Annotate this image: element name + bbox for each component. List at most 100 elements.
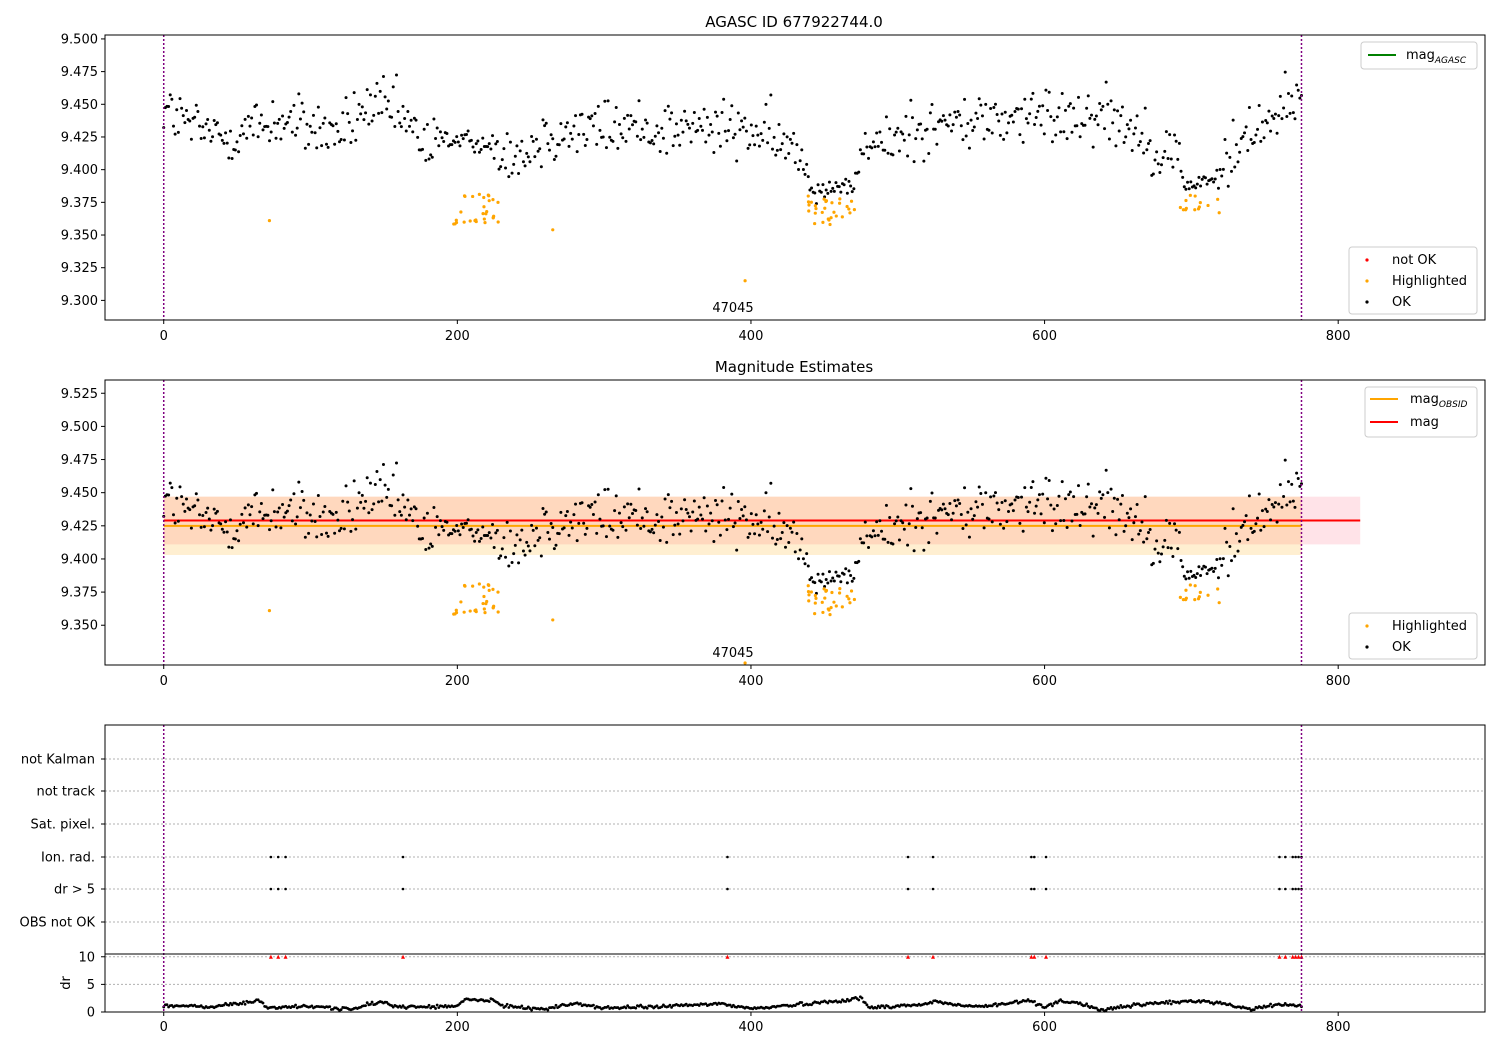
ok-point [603, 99, 607, 103]
ok-point [691, 510, 695, 514]
highlighted-point [496, 590, 500, 594]
ok-point [378, 478, 382, 482]
ok-point [582, 521, 586, 525]
ok-point [1179, 169, 1183, 173]
ok-point [1122, 529, 1126, 533]
ok-point [1101, 104, 1105, 108]
dr-point [520, 1004, 524, 1008]
ok-point [1031, 480, 1035, 484]
ok-point [990, 520, 994, 524]
ok-point [583, 532, 587, 536]
ok-point [570, 137, 574, 141]
ok-point [603, 488, 607, 492]
ok-point [1103, 127, 1107, 131]
highlighted-point [813, 601, 817, 605]
ok-point [292, 492, 296, 496]
ok-point [772, 135, 776, 139]
ok-point [1112, 108, 1116, 112]
ok-point [1067, 493, 1071, 497]
ok-point [526, 155, 530, 159]
ok-point [1060, 480, 1064, 484]
ok-point [1005, 520, 1009, 524]
highlighted-point [834, 604, 838, 608]
ok-point [831, 186, 835, 190]
ok-point [787, 151, 791, 155]
dr-point [1085, 1002, 1089, 1006]
ok-point [626, 113, 630, 117]
flag-point [726, 855, 729, 859]
x-tick-label: 200 [445, 1020, 470, 1035]
ok-point [849, 184, 853, 188]
highlighted-point [471, 194, 475, 199]
ok-point [1047, 478, 1051, 482]
ok-point [341, 111, 345, 115]
ok-point [1034, 504, 1038, 508]
ok-point [871, 140, 875, 144]
ok-point [1132, 521, 1136, 525]
ok-point [240, 512, 244, 516]
ok-point [1160, 552, 1164, 556]
ok-point [954, 115, 958, 119]
ok-point [1130, 149, 1134, 153]
ok-point [269, 519, 273, 523]
ok-point [933, 516, 937, 520]
ok-point [206, 506, 210, 510]
flag-point [1284, 887, 1287, 891]
ok-point [1192, 184, 1196, 188]
ok-point [834, 181, 838, 185]
ok-point [525, 540, 529, 544]
ok-point [1132, 132, 1136, 136]
ok-point [1057, 494, 1061, 498]
ok-point [1262, 525, 1266, 529]
ok-point [362, 506, 366, 510]
ok-point [899, 130, 903, 134]
ok-point [1296, 88, 1300, 92]
ok-point [919, 511, 923, 515]
ok-point [824, 578, 828, 582]
panel-1-frame [104, 34, 1486, 321]
ok-point [1226, 574, 1230, 578]
ok-point [349, 141, 353, 145]
ok-point [1239, 137, 1243, 141]
ok-point [622, 116, 626, 120]
ok-point [298, 117, 302, 121]
ok-point [406, 498, 410, 502]
ok-point [878, 519, 882, 523]
highlighted-point [481, 601, 485, 606]
ok-point [738, 128, 742, 132]
ok-point [1280, 117, 1284, 121]
ok-point [1275, 520, 1279, 524]
ok-point [1177, 530, 1181, 534]
ok-point [661, 525, 665, 529]
ok-point [333, 142, 337, 146]
ok-point [909, 98, 913, 102]
panel-2-frame [104, 379, 1486, 666]
ok-point [601, 135, 605, 139]
highlighted-point [491, 215, 495, 219]
ok-point [1221, 167, 1225, 171]
highlighted-point [845, 204, 849, 209]
ok-point [1285, 114, 1289, 118]
ok-point [1205, 572, 1209, 576]
ok-point [228, 129, 232, 133]
ok-point [751, 134, 755, 138]
ok-point [1020, 107, 1024, 111]
ok-point [982, 526, 986, 530]
dr-point [704, 1002, 708, 1006]
ok-point [901, 132, 905, 136]
ok-point [489, 147, 493, 151]
ok-point [1264, 119, 1268, 123]
ok-point [171, 124, 175, 128]
dr-y-tick-label: 0 [87, 1006, 95, 1021]
ok-point [980, 502, 984, 506]
flag-point [1297, 855, 1300, 859]
ok-point [998, 522, 1002, 526]
ok-point [425, 511, 429, 515]
highlighted-point [551, 228, 555, 232]
ok-point [241, 521, 245, 525]
ok-point [621, 525, 625, 529]
highlighted-point [824, 199, 828, 204]
dr-point [552, 1006, 556, 1010]
ok-point [1256, 516, 1260, 520]
ok-point [552, 157, 556, 161]
